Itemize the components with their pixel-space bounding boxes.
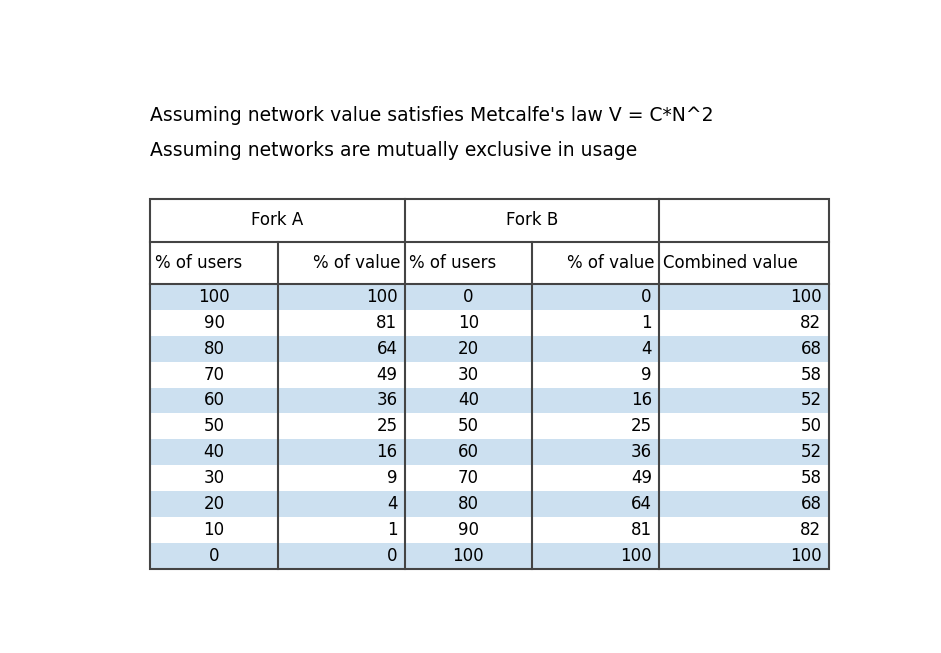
Text: 9: 9 [387,469,397,487]
Bar [151,199,829,569]
Text: % of value: % of value [313,254,401,272]
Text: 90: 90 [458,521,479,539]
Bar [151,517,829,543]
Bar [151,310,829,336]
Text: 70: 70 [203,366,225,383]
Bar [151,242,829,284]
Text: 49: 49 [630,469,652,487]
Text: 50: 50 [458,417,479,436]
Text: 80: 80 [203,340,225,358]
Text: Combined value: Combined value [663,254,798,272]
Text: 20: 20 [203,495,225,513]
Text: 58: 58 [801,366,821,383]
Text: % of value: % of value [567,254,655,272]
Bar [151,465,829,491]
Text: 16: 16 [630,391,652,409]
Bar [151,491,829,517]
Bar [151,362,829,387]
Text: 60: 60 [203,391,225,409]
Text: 10: 10 [203,521,225,539]
Text: 100: 100 [199,288,230,306]
Text: 1: 1 [387,521,397,539]
Text: % of users: % of users [409,254,497,272]
Text: Assuming networks are mutually exclusive in usage: Assuming networks are mutually exclusive… [151,141,638,160]
Text: 58: 58 [801,469,821,487]
Text: 68: 68 [801,495,821,513]
Bar [151,413,829,439]
Text: 36: 36 [630,443,652,461]
Text: 100: 100 [620,547,652,565]
Text: 25: 25 [376,417,397,436]
Text: 52: 52 [800,443,821,461]
Bar [151,387,829,413]
Bar [151,439,829,465]
Text: 1: 1 [641,314,652,332]
Text: 50: 50 [203,417,225,436]
Text: 9: 9 [642,366,652,383]
Text: 68: 68 [801,340,821,358]
Text: 64: 64 [376,340,397,358]
Text: 25: 25 [630,417,652,436]
Text: 64: 64 [630,495,652,513]
Text: 30: 30 [203,469,225,487]
Text: 80: 80 [458,495,479,513]
Text: 60: 60 [458,443,479,461]
Text: 70: 70 [458,469,479,487]
Text: 100: 100 [366,288,397,306]
Text: 82: 82 [800,314,821,332]
Text: 100: 100 [453,547,485,565]
Text: 50: 50 [801,417,821,436]
Text: 100: 100 [789,288,821,306]
Text: Assuming network value satisfies Metcalfe's law V = C*N^2: Assuming network value satisfies Metcalf… [151,106,714,125]
Text: 40: 40 [203,443,225,461]
Text: 4: 4 [642,340,652,358]
Bar [151,336,829,362]
Text: 90: 90 [203,314,225,332]
Text: % of users: % of users [155,254,242,272]
Text: 36: 36 [376,391,397,409]
Bar [151,543,829,569]
Text: 40: 40 [458,391,479,409]
Text: 0: 0 [642,288,652,306]
Text: 10: 10 [458,314,479,332]
Text: 16: 16 [376,443,397,461]
Text: 81: 81 [630,521,652,539]
Bar [151,284,829,310]
Text: 100: 100 [789,547,821,565]
Text: 4: 4 [387,495,397,513]
Bar [151,199,829,242]
Text: Fork A: Fork A [251,212,304,229]
Text: 49: 49 [376,366,397,383]
Text: 81: 81 [376,314,397,332]
Text: 20: 20 [458,340,479,358]
Text: 0: 0 [463,288,473,306]
Text: Fork B: Fork B [506,212,558,229]
Text: 82: 82 [800,521,821,539]
Text: 52: 52 [800,391,821,409]
Text: 30: 30 [458,366,479,383]
Text: 0: 0 [387,547,397,565]
Text: 0: 0 [209,547,219,565]
